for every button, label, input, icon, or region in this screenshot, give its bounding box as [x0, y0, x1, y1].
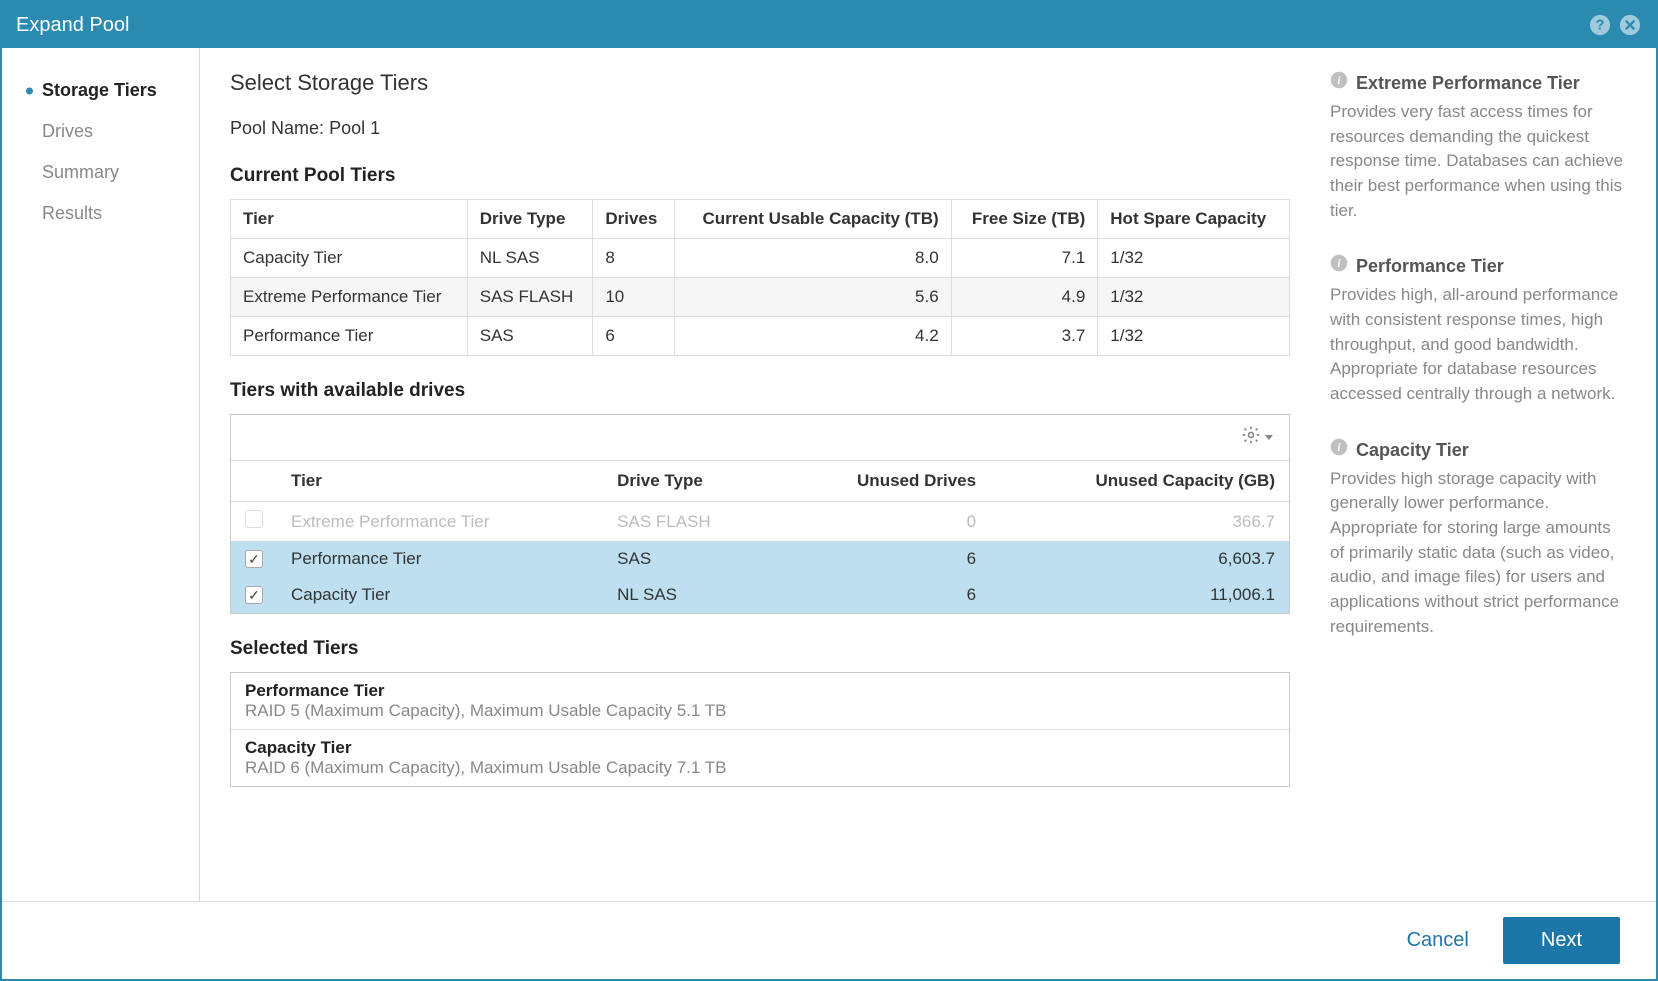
col-usable[interactable]: Current Usable Capacity (TB) [674, 200, 951, 239]
dialog-footer: Cancel Next [2, 901, 1656, 979]
info-body: Provides high, all-around performance wi… [1330, 283, 1626, 406]
row-checkbox[interactable] [245, 586, 263, 604]
cell-unused-capacity: 11,006.1 [990, 577, 1289, 613]
sidebar-step-results[interactable]: Results [2, 193, 199, 234]
dialog-title: Expand Pool [16, 14, 1588, 37]
col-drives[interactable]: Drives [593, 200, 675, 239]
info-extreme-performance: i Extreme Performance Tier Provides very… [1330, 70, 1626, 223]
cell-hotspare: 1/32 [1098, 317, 1290, 356]
page-title: Select Storage Tiers [230, 70, 1290, 96]
table-row: Performance TierSAS64.23.71/32 [231, 317, 1290, 356]
selected-tier-item[interactable]: Performance TierRAID 5 (Maximum Capacity… [231, 673, 1289, 730]
cell-free: 4.9 [951, 278, 1098, 317]
available-tiers-heading: Tiers with available drives [230, 380, 1290, 402]
expand-pool-dialog: Expand Pool ? Storage Tiers Drives Summa… [0, 0, 1658, 981]
cell-drive-type: SAS FLASH [467, 278, 593, 317]
cell-drive-type: SAS [467, 317, 593, 356]
cancel-button[interactable]: Cancel [1407, 929, 1469, 952]
info-icon: i [1330, 253, 1348, 279]
cell-free: 3.7 [951, 317, 1098, 356]
pool-name-value: Pool 1 [329, 118, 380, 138]
table-row: Extreme Performance TierSAS FLASH105.64.… [231, 278, 1290, 317]
info-panel: i Extreme Performance Tier Provides very… [1330, 70, 1626, 901]
cell-drives: 8 [593, 239, 675, 278]
selected-tiers-list: Performance TierRAID 5 (Maximum Capacity… [230, 672, 1290, 787]
cell-tier: Extreme Performance Tier [277, 502, 603, 542]
cell-tier: Performance Tier [277, 541, 603, 577]
cell-hotspare: 1/32 [1098, 278, 1290, 317]
pool-name-label: Pool Name: [230, 118, 324, 138]
info-icon: i [1330, 70, 1348, 96]
pool-name-line: Pool Name: Pool 1 [230, 118, 1290, 139]
col-unused-capacity[interactable]: Unused Capacity (GB) [990, 461, 1289, 502]
next-button[interactable]: Next [1503, 917, 1620, 964]
cell-drives: 10 [593, 278, 675, 317]
info-title: Capacity Tier [1356, 437, 1469, 463]
col-tier[interactable]: Tier [231, 200, 468, 239]
available-tier-row: Extreme Performance TierSAS FLASH0366.7 [231, 502, 1289, 542]
col-avail-tier[interactable]: Tier [277, 461, 603, 502]
wizard-sidebar: Storage Tiers Drives Summary Results [2, 48, 200, 901]
cell-tier: Capacity Tier [277, 577, 603, 613]
selected-tier-desc: RAID 5 (Maximum Capacity), Maximum Usabl… [245, 701, 1275, 721]
current-tiers-heading: Current Pool Tiers [230, 165, 1290, 187]
available-tier-row[interactable]: Performance TierSAS66,603.7 [231, 541, 1289, 577]
cell-tier: Capacity Tier [231, 239, 468, 278]
info-performance: i Performance Tier Provides high, all-ar… [1330, 253, 1626, 406]
help-icon[interactable]: ? [1588, 13, 1612, 37]
selected-tier-name: Capacity Tier [245, 738, 1275, 758]
current-tiers-table: Tier Drive Type Drives Current Usable Ca… [230, 199, 1290, 356]
titlebar: Expand Pool ? [2, 2, 1656, 48]
col-hotspare[interactable]: Hot Spare Capacity [1098, 200, 1290, 239]
cell-drive-type: SAS [603, 541, 778, 577]
cell-drive-type: NL SAS [603, 577, 778, 613]
cell-unused-drives: 6 [778, 541, 990, 577]
svg-text:?: ? [1596, 18, 1605, 34]
sidebar-step-summary[interactable]: Summary [2, 152, 199, 193]
cell-unused-capacity: 366.7 [990, 502, 1289, 542]
selected-tier-name: Performance Tier [245, 681, 1275, 701]
col-unused-drives[interactable]: Unused Drives [778, 461, 990, 502]
selected-tier-item[interactable]: Capacity TierRAID 6 (Maximum Capacity), … [231, 730, 1289, 786]
main-content: Select Storage Tiers Pool Name: Pool 1 C… [230, 70, 1290, 901]
cell-drive-type: NL SAS [467, 239, 593, 278]
info-title: Performance Tier [1356, 253, 1504, 279]
cell-unused-drives: 6 [778, 577, 990, 613]
info-title: Extreme Performance Tier [1356, 70, 1580, 96]
cell-hotspare: 1/32 [1098, 239, 1290, 278]
row-checkbox [245, 510, 263, 528]
info-body: Provides high storage capacity with gene… [1330, 467, 1626, 639]
gear-icon [1241, 425, 1261, 450]
cell-usable: 4.2 [674, 317, 951, 356]
row-checkbox[interactable] [245, 550, 263, 568]
available-tiers-table: Tier Drive Type Unused Drives Unused Cap… [231, 460, 1289, 613]
cell-tier: Performance Tier [231, 317, 468, 356]
col-avail-drive-type[interactable]: Drive Type [603, 461, 778, 502]
col-select-all[interactable] [231, 461, 277, 502]
close-icon[interactable] [1618, 13, 1642, 37]
cell-drive-type: SAS FLASH [603, 502, 778, 542]
available-tiers-panel: Tier Drive Type Unused Drives Unused Cap… [230, 414, 1290, 614]
chevron-down-icon [1265, 435, 1273, 440]
sidebar-step-drives[interactable]: Drives [2, 111, 199, 152]
available-tier-row[interactable]: Capacity TierNL SAS611,006.1 [231, 577, 1289, 613]
sidebar-step-storage-tiers[interactable]: Storage Tiers [2, 70, 199, 111]
table-row: Capacity TierNL SAS88.07.11/32 [231, 239, 1290, 278]
cell-unused-capacity: 6,603.7 [990, 541, 1289, 577]
cell-unused-drives: 0 [778, 502, 990, 542]
cell-drives: 6 [593, 317, 675, 356]
info-icon: i [1330, 437, 1348, 463]
cell-usable: 8.0 [674, 239, 951, 278]
cell-free: 7.1 [951, 239, 1098, 278]
selected-tiers-heading: Selected Tiers [230, 638, 1290, 660]
cell-tier: Extreme Performance Tier [231, 278, 468, 317]
col-drive-type[interactable]: Drive Type [467, 200, 593, 239]
table-settings-button[interactable] [1241, 425, 1273, 450]
info-body: Provides very fast access times for reso… [1330, 100, 1626, 223]
info-capacity: i Capacity Tier Provides high storage ca… [1330, 437, 1626, 640]
cell-usable: 5.6 [674, 278, 951, 317]
selected-tier-desc: RAID 6 (Maximum Capacity), Maximum Usabl… [245, 758, 1275, 778]
col-free[interactable]: Free Size (TB) [951, 200, 1098, 239]
